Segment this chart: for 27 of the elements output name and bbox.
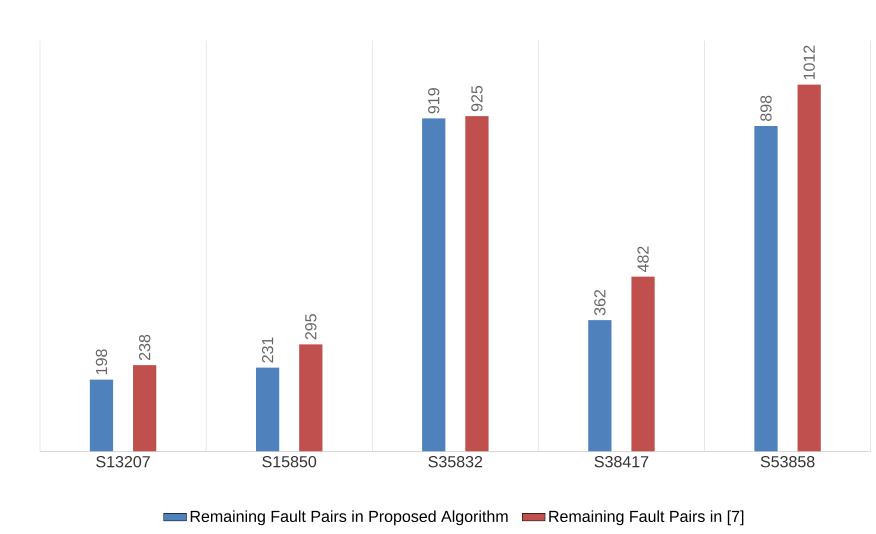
data-label: 925 xyxy=(471,86,483,112)
bar xyxy=(90,380,114,452)
x-tick-label: S15850 xyxy=(262,456,316,468)
bar xyxy=(798,84,821,452)
data-label: 362 xyxy=(594,290,606,316)
data-label: 231 xyxy=(262,337,274,363)
bar xyxy=(465,116,489,452)
bar xyxy=(256,368,280,452)
legend-label: Remaining Fault Pairs in [7] xyxy=(549,510,744,526)
data-label: 1012 xyxy=(804,46,815,80)
bar xyxy=(133,365,156,452)
bar xyxy=(422,118,446,452)
bar xyxy=(754,126,778,452)
x-tick-label: S13207 xyxy=(96,456,150,468)
x-tick-label: S53858 xyxy=(760,456,814,468)
data-label: 198 xyxy=(96,349,108,374)
data-label: 295 xyxy=(305,314,316,340)
bar xyxy=(588,320,612,452)
bar xyxy=(631,276,655,452)
data-label: 238 xyxy=(139,334,150,360)
data-label: 898 xyxy=(760,96,772,121)
data-label: 482 xyxy=(637,246,649,272)
bar xyxy=(299,344,322,452)
x-tick-label: S38417 xyxy=(594,456,648,468)
data-label: 919 xyxy=(428,88,440,114)
x-tick-label: S35832 xyxy=(428,456,482,468)
legend-label: Remaining Fault Pairs in Proposed Algorithm xyxy=(190,510,508,526)
